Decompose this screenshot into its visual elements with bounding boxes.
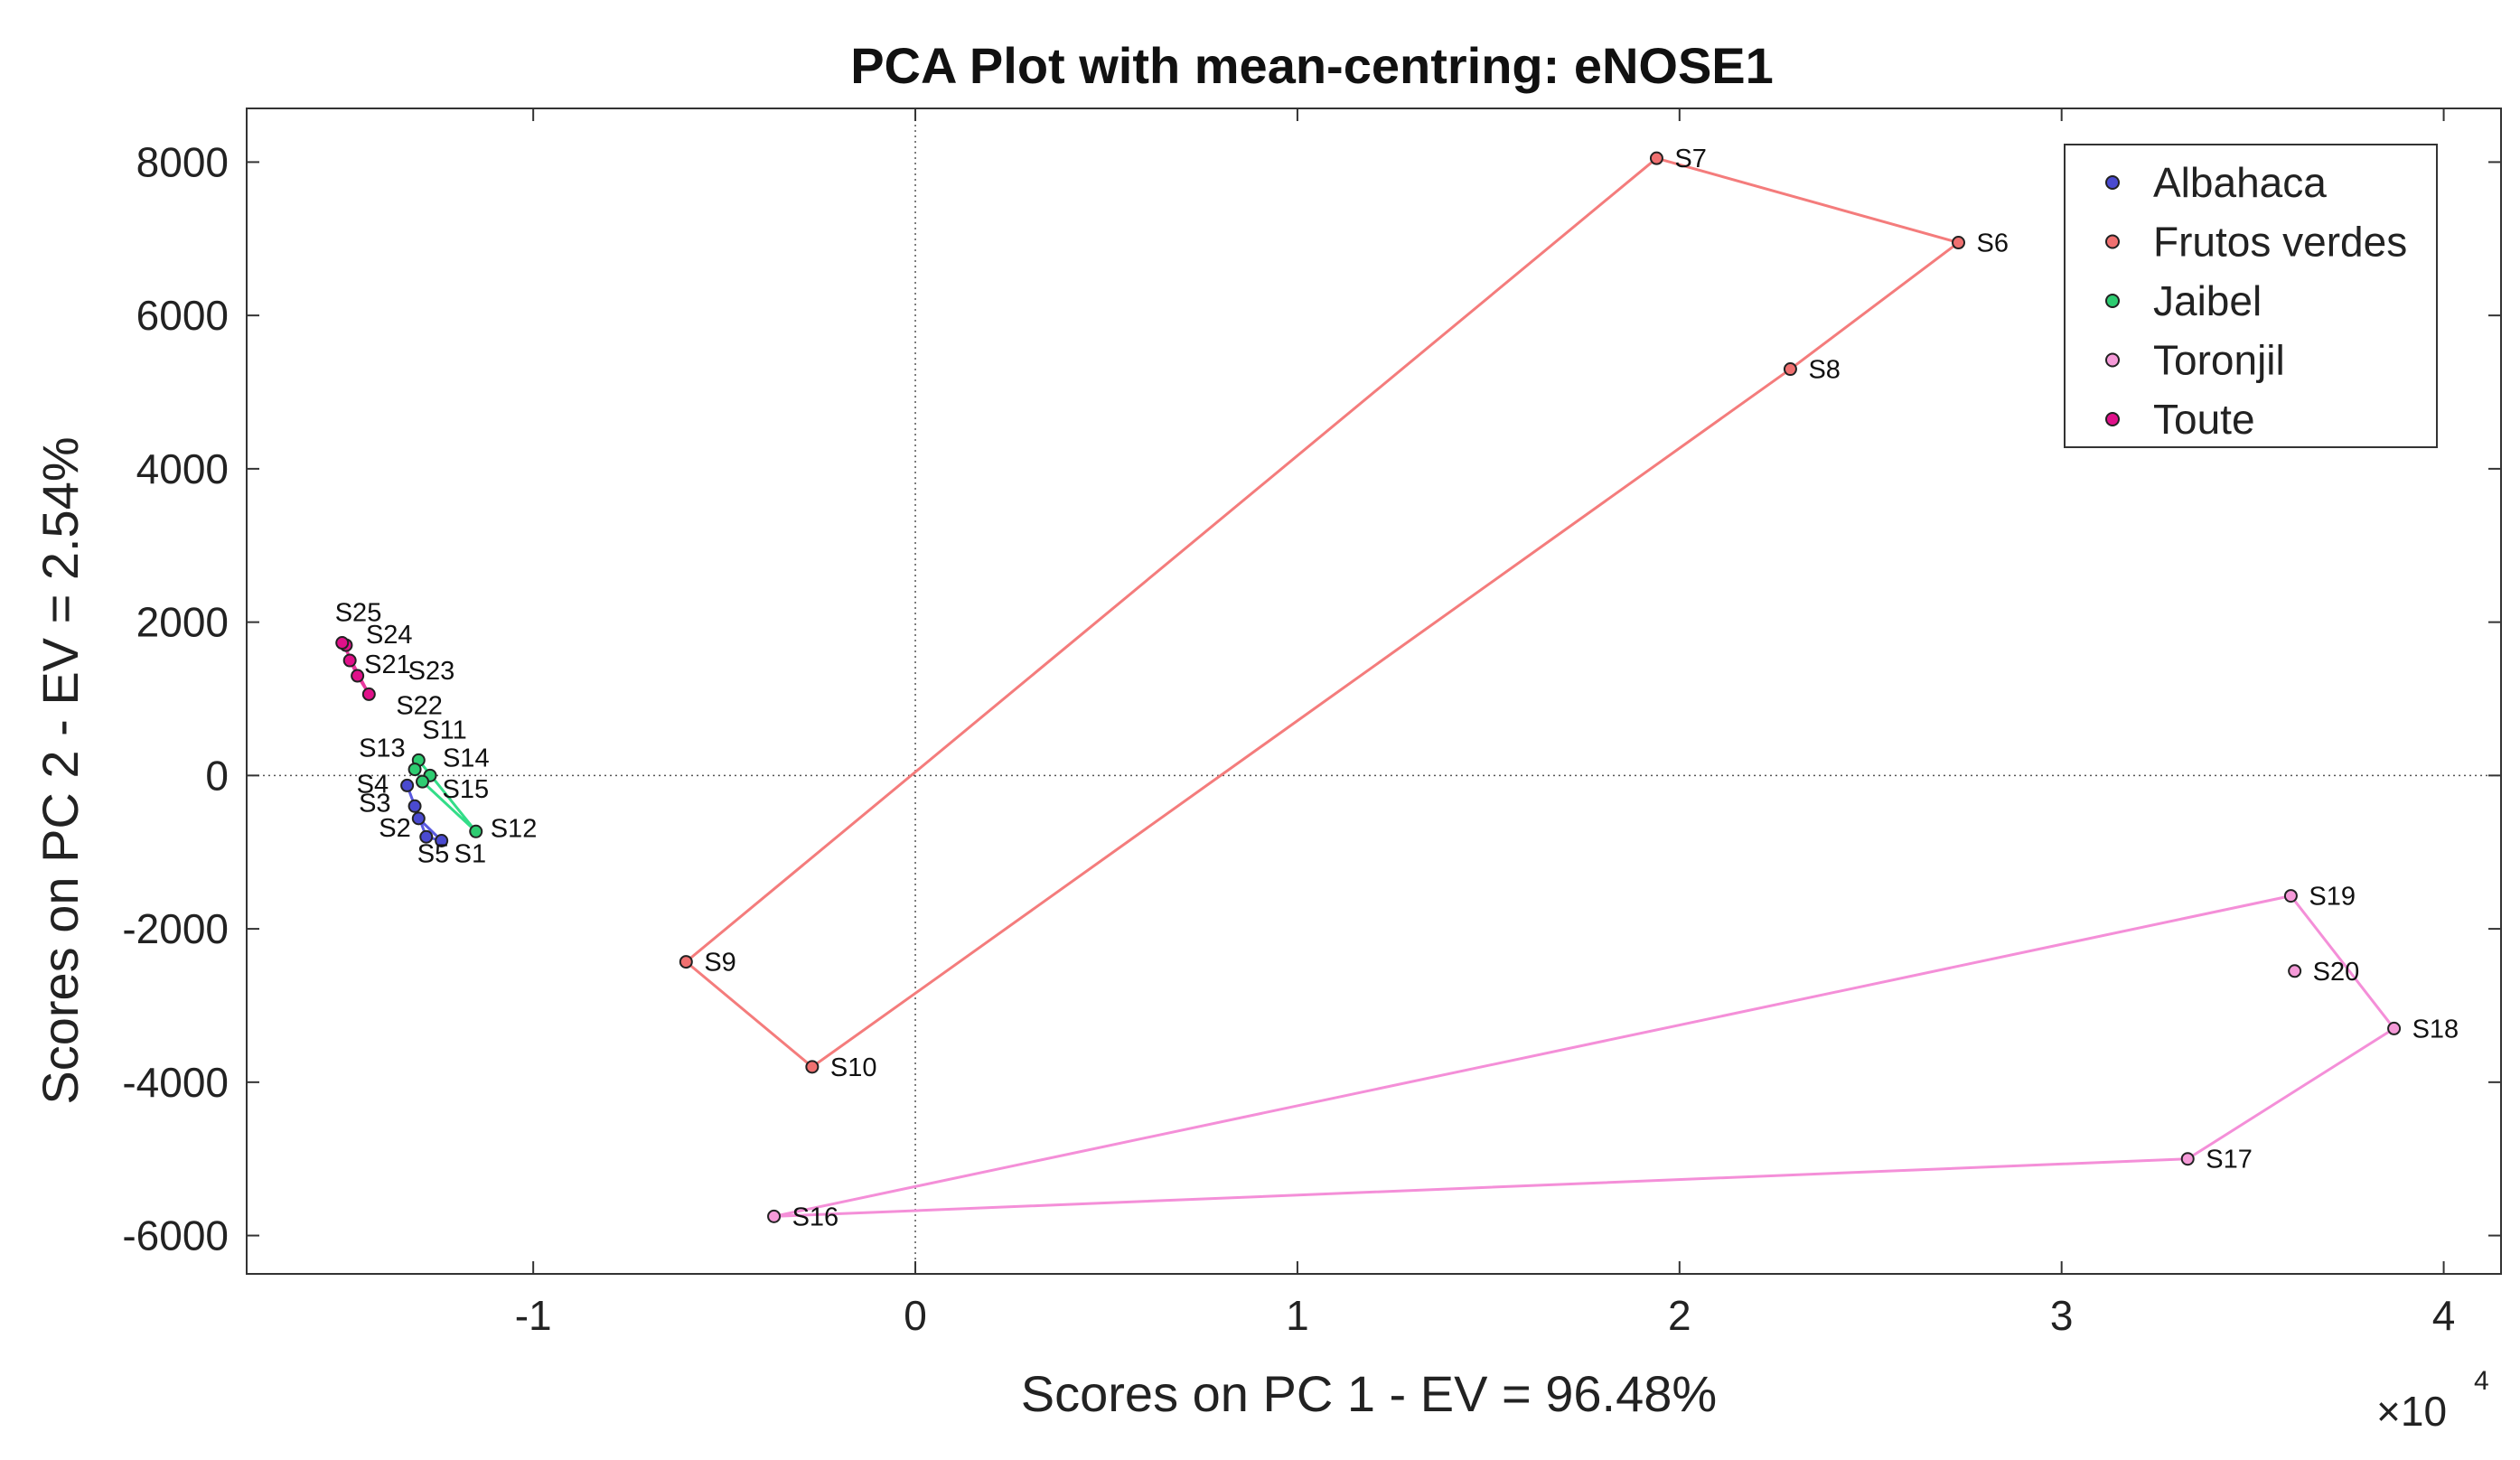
point-label-s11: S11 <box>422 716 466 744</box>
point-label-s22: S22 <box>396 691 443 720</box>
data-point-s16 <box>767 1209 782 1223</box>
x-tick-label: 0 <box>904 1292 927 1339</box>
legend-entry-albahaca: Albahaca <box>2153 159 2327 206</box>
point-label-s23: S23 <box>408 657 455 686</box>
point-label-s6: S6 <box>1977 229 2009 258</box>
point-label-s15: S15 <box>443 775 490 804</box>
data-point-s2 <box>411 811 426 826</box>
point-label-s25: S25 <box>335 599 382 628</box>
y-tick-label: 8000 <box>136 138 229 185</box>
point-label-s18: S18 <box>2412 1015 2459 1044</box>
data-point-s22 <box>361 687 376 701</box>
data-point-s13 <box>408 763 422 777</box>
point-label-s5: S5 <box>417 839 449 868</box>
y-tick-label: 0 <box>205 752 229 799</box>
data-point-s21 <box>342 653 357 668</box>
data-point-s15 <box>416 774 430 789</box>
point-label-s24: S24 <box>366 621 413 650</box>
x-tick-label: 2 <box>1668 1292 1691 1339</box>
x-tick-label: -1 <box>515 1292 552 1339</box>
x-axis-label: Scores on PC 1 - EV = 96.48% <box>1021 1365 1717 1422</box>
legend-entry-jaibel: Jaibel <box>2153 277 2262 324</box>
point-label-s2: S2 <box>379 814 410 843</box>
data-point-s4 <box>400 778 415 792</box>
legend-marker-toute <box>2105 412 2120 426</box>
legend-entry-frutos-verdes: Frutos verdes <box>2153 219 2407 266</box>
x-tick-label: 3 <box>2050 1292 2074 1339</box>
data-point-s6 <box>1952 236 1966 250</box>
data-point-s20 <box>2288 964 2302 978</box>
point-label-s17: S17 <box>2206 1146 2253 1175</box>
x-multiplier-exponent: 4 <box>2474 1366 2489 1396</box>
point-label-s4: S4 <box>357 770 389 799</box>
point-label-s9: S9 <box>704 949 735 978</box>
data-point-s23 <box>351 669 365 683</box>
y-tick-label: -2000 <box>122 905 229 952</box>
data-point-s17 <box>2180 1152 2195 1166</box>
y-tick-label: 4000 <box>136 445 229 492</box>
point-label-s8: S8 <box>1808 356 1840 385</box>
data-point-s7 <box>1649 151 1663 165</box>
data-point-s8 <box>1783 362 1797 377</box>
chart-title: PCA Plot with mean-centring: eNOSE1 <box>850 37 1774 94</box>
point-label-s14: S14 <box>443 744 490 772</box>
x-axis-multiplier: ×10 4 <box>2376 1366 2489 1435</box>
point-label-s7: S7 <box>1674 145 1706 173</box>
x-multiplier-base: ×10 <box>2376 1388 2447 1435</box>
legend: Albahaca Frutos verdes Jaibel Toronjil Toute <box>2064 144 2438 448</box>
point-label-s12: S12 <box>491 814 538 843</box>
point-label-s19: S19 <box>2309 883 2356 912</box>
y-tick-label: -4000 <box>122 1059 229 1106</box>
point-label-s21: S21 <box>364 650 411 679</box>
hull-frutos-verdes <box>683 156 1962 1069</box>
data-point-s19 <box>2283 889 2298 903</box>
x-tick-label: 4 <box>2432 1292 2456 1339</box>
data-point-s1 <box>435 833 449 847</box>
point-label-s10: S10 <box>830 1053 877 1082</box>
data-point-s10 <box>805 1060 820 1074</box>
point-label-s16: S16 <box>792 1203 839 1231</box>
data-point-s5 <box>419 829 434 844</box>
y-tick-label: 2000 <box>136 599 229 646</box>
x-tick-label: 1 <box>1286 1292 1309 1339</box>
data-point-s3 <box>408 799 422 813</box>
legend-marker-albahaca <box>2105 175 2120 190</box>
legend-marker-jaibel <box>2105 294 2120 308</box>
legend-marker-toronjil <box>2105 352 2120 368</box>
point-label-s20: S20 <box>2313 958 2360 987</box>
data-point-s18 <box>2387 1021 2402 1035</box>
point-label-s1: S1 <box>454 839 486 868</box>
legend-box <box>2064 144 2438 448</box>
y-tick-label: 6000 <box>136 292 229 339</box>
point-label-s13: S13 <box>359 735 406 763</box>
data-point-s25 <box>335 636 350 650</box>
data-point-s12 <box>469 824 483 838</box>
legend-entry-toronjil: Toronjil <box>2153 337 2285 384</box>
data-point-s9 <box>679 955 693 969</box>
legend-entry-toute: Toute <box>2153 396 2255 443</box>
point-label-s3: S3 <box>359 789 390 818</box>
y-tick-label: -6000 <box>122 1212 229 1259</box>
y-axis-label: Scores on PC 2 - EV = 2.54% <box>32 436 89 1104</box>
legend-marker-frutos-verdes <box>2105 234 2120 249</box>
